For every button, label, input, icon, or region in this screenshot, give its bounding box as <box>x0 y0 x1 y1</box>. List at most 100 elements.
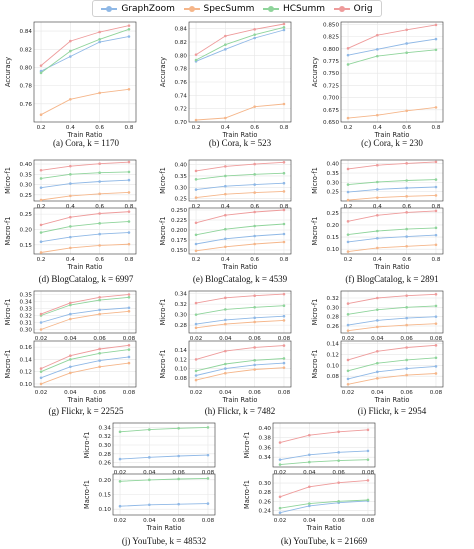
legend-label-specsumm: SpecSumm <box>203 3 255 14</box>
plot-frame <box>112 422 216 468</box>
x-tick-label: 0.06 <box>172 518 185 524</box>
data-point-orig <box>376 296 379 300</box>
y-tick-label: 0.14 <box>20 357 33 363</box>
series-line-specsumm <box>195 367 285 381</box>
x-tick-label: 0.08 <box>123 390 136 396</box>
data-point-graphzoom <box>39 240 43 244</box>
data-point-orig <box>127 210 131 213</box>
data-point-graphzoom <box>346 53 350 57</box>
x-tick-label: 0.04 <box>303 518 316 524</box>
data-point-hcsumm <box>194 233 198 237</box>
data-point-orig <box>194 169 198 173</box>
data-point-graphzoom <box>405 235 408 238</box>
plot-frame <box>340 159 444 202</box>
data-point-specsumm <box>194 249 198 253</box>
x-tick-label: 0.6 <box>250 125 259 131</box>
y-tick-label: 0.10 <box>99 507 112 513</box>
data-point-graphzoom <box>253 36 256 40</box>
data-point-orig <box>282 22 286 26</box>
series-line-hcsumm <box>119 477 209 482</box>
series-line-hcsumm <box>347 305 437 315</box>
series-line-hcsumm <box>119 426 209 433</box>
series-line-hcsumm <box>195 305 285 316</box>
y-axis-label: Macro-f1 <box>159 217 167 246</box>
chart-panel-a: 0.76 0.78 0.80 0.82 0.84 0.2 0.4 0.6 0.8 Accuracy… <box>4 21 137 148</box>
data-point-hcsumm <box>278 463 282 466</box>
series-line-hcsumm <box>195 223 285 236</box>
x-tick-label: 0.02 <box>35 336 47 342</box>
data-point-hcsumm <box>376 361 379 365</box>
data-point-hcsumm <box>98 222 101 225</box>
data-point-graphzoom <box>148 456 151 459</box>
data-point-specsumm <box>98 192 101 196</box>
x-axis-label: Train Ratio <box>67 263 103 271</box>
series-line-orig <box>195 161 285 172</box>
data-point-orig <box>346 47 350 50</box>
data-point-hcsumm <box>308 460 311 464</box>
data-point-orig <box>405 162 408 165</box>
plot-frame <box>33 290 137 334</box>
y-tick-label: 0.20 <box>20 227 33 233</box>
data-point-graphzoom <box>127 306 131 310</box>
data-point-hcsumm <box>434 178 438 181</box>
y-tick-label: 0.150 <box>171 248 187 254</box>
x-tick-label: 0.06 <box>332 470 345 476</box>
chart-panel-i2: 0.08 0.10 0.12 0.14 0.02 0.04 0.06 0.08 Macro-f1… <box>311 340 444 416</box>
series-line-specsumm <box>347 106 437 119</box>
data-point-graphzoom <box>346 240 350 244</box>
y-tick-label: 0.26 <box>259 499 272 505</box>
series-line-hcsumm <box>40 221 130 233</box>
x-tick-label: 0.6 <box>95 204 104 210</box>
data-point-specsumm <box>69 97 72 101</box>
y-tick-label: 0.34 <box>259 455 272 461</box>
chart-panel-b: 0.70 0.72 0.74 0.76 0.78 0.80 0.82 0.84 0.2 0.4 0.… <box>159 21 292 148</box>
x-tick-label: 0.04 <box>143 518 156 524</box>
x-tick-label: 0.4 <box>66 204 75 210</box>
series-line-graphzoom <box>195 233 285 245</box>
x-tick-label: 0.2 <box>192 257 201 263</box>
series-line-graphzoom <box>40 232 130 243</box>
data-point-hcsumm <box>118 430 122 434</box>
data-point-hcsumm <box>98 298 101 302</box>
data-point-specsumm <box>346 382 350 386</box>
series-line-specsumm <box>40 310 130 330</box>
data-point-graphzoom <box>127 355 131 359</box>
x-tick-label: 0.08 <box>123 336 136 342</box>
data-point-hcsumm <box>405 358 408 362</box>
data-point-specsumm <box>253 191 256 194</box>
y-axis-label: Macro-f1 <box>159 350 167 379</box>
data-point-graphzoom <box>177 454 180 458</box>
data-point-orig <box>253 28 256 31</box>
data-point-specsumm <box>127 242 131 246</box>
data-point-graphzoom <box>224 367 227 370</box>
x-tick-label: 0.08 <box>362 470 375 476</box>
data-point-specsumm <box>405 195 408 198</box>
series-line-orig <box>347 344 437 361</box>
data-point-specsumm <box>282 240 286 244</box>
x-tick-label: 0.8 <box>280 257 289 263</box>
series-line-orig <box>279 479 369 498</box>
data-point-orig <box>69 301 72 305</box>
data-point-specsumm <box>127 191 131 194</box>
data-point-graphzoom <box>194 242 198 246</box>
data-point-orig <box>224 34 227 38</box>
plot-frame <box>188 159 292 202</box>
data-point-hcsumm <box>253 33 256 36</box>
data-point-specsumm <box>346 329 350 332</box>
data-point-specsumm <box>39 382 43 386</box>
data-point-graphzoom <box>376 370 379 374</box>
series-line-hcsumm <box>347 179 437 186</box>
x-tick-label: 0.8 <box>125 257 134 263</box>
data-point-graphzoom <box>405 367 408 370</box>
data-point-specsumm <box>376 196 379 199</box>
series-line-graphzoom <box>119 503 209 507</box>
legend-item-orig: Orig <box>333 4 373 14</box>
y-tick-label: 0.35 <box>20 172 33 178</box>
data-point-hcsumm <box>206 477 210 480</box>
legend-swatch-orig <box>333 5 350 12</box>
data-point-specsumm <box>376 113 379 117</box>
series-line-orig <box>40 344 130 370</box>
data-point-hcsumm <box>177 426 180 430</box>
data-point-graphzoom <box>434 37 438 41</box>
